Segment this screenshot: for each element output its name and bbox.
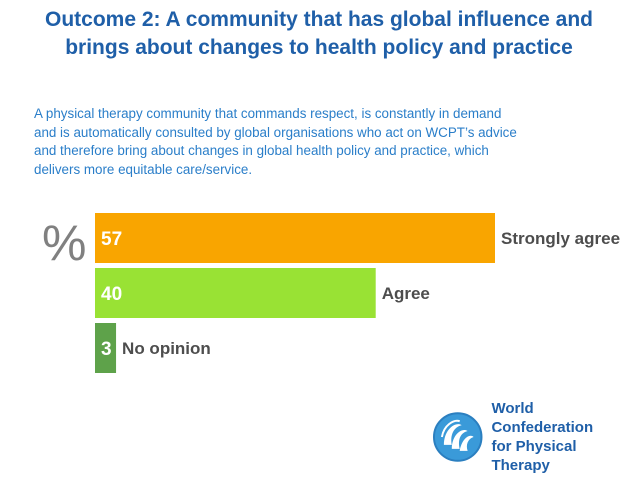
- description-line-3: and therefore bring about changes in glo…: [34, 143, 489, 158]
- bar-value-label: 40: [101, 284, 122, 305]
- wcpt-logo-icon: [432, 412, 483, 462]
- page-title: Outcome 2: A community that has global i…: [0, 6, 638, 62]
- bar-strongly-agree: [95, 213, 495, 263]
- bar-chart: % 57 Strongly agree 40 Agree 3 No opinion: [42, 213, 620, 373]
- logo-line-2: for Physical Therapy: [491, 438, 577, 474]
- category-label: Strongly agree: [501, 229, 620, 248]
- description-text: A physical therapy community that comman…: [34, 105, 614, 179]
- logo-line-1: World Confederation: [491, 400, 594, 436]
- bar-agree: [95, 268, 376, 318]
- description-line-4: delivers more equitable care/service.: [34, 161, 253, 177]
- bar-no-opinion: [95, 323, 117, 373]
- bar-value-label: 57: [101, 229, 122, 250]
- title-line-2: brings about changes to health policy an…: [65, 36, 573, 59]
- description-line-2: and is automatically consulted by global…: [34, 124, 517, 140]
- title-line-1: Outcome 2: A community that has global i…: [44, 8, 593, 31]
- category-label: No opinion: [122, 339, 211, 358]
- wcpt-logo: World Confederation for Physical Therapy: [432, 400, 638, 474]
- bar-value-label: 3: [101, 339, 112, 360]
- percent-axis-label: %: [42, 215, 86, 271]
- category-label: Agree: [382, 284, 430, 303]
- description-line-1: A physical therapy community that comman…: [34, 106, 502, 121]
- logo-text: World Confederation for Physical Therapy: [491, 399, 638, 475]
